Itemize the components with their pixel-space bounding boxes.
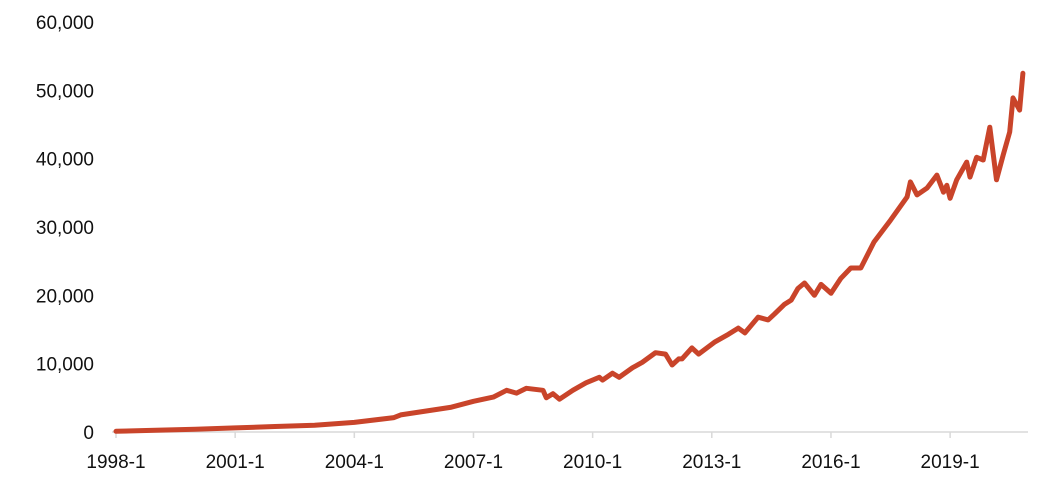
y-tick-label: 30,000 (36, 218, 94, 239)
x-tick-label: 2013-1 (682, 452, 741, 473)
y-tick-label: 10,000 (36, 355, 94, 376)
x-tick-label: 2010-1 (563, 452, 622, 473)
x-axis: 1998-1 2001-1 2004-1 2007-1 2010-1 2013-1 2016… (86, 432, 1028, 473)
x-tick-label: 2007-1 (444, 452, 503, 473)
x-tick-label: 2016-1 (801, 452, 860, 473)
x-tick-label: 2004-1 (325, 452, 384, 473)
y-tick-label: 40,000 (36, 150, 94, 171)
y-tick-label: 50,000 (36, 81, 94, 102)
x-tick-label: 2001-1 (206, 452, 265, 473)
y-axis: 0 10,000 20,000 30,000 40,000 50,000 60,000 (36, 13, 94, 444)
y-tick-label: 20,000 (36, 286, 94, 307)
y-tick-label: 0 (83, 423, 94, 444)
y-tick-label: 60,000 (36, 13, 94, 34)
x-tick-label: 2019-1 (921, 452, 980, 473)
series-line (116, 73, 1023, 431)
plot-area (116, 73, 1023, 431)
x-tick-label: 1998-1 (86, 452, 145, 473)
